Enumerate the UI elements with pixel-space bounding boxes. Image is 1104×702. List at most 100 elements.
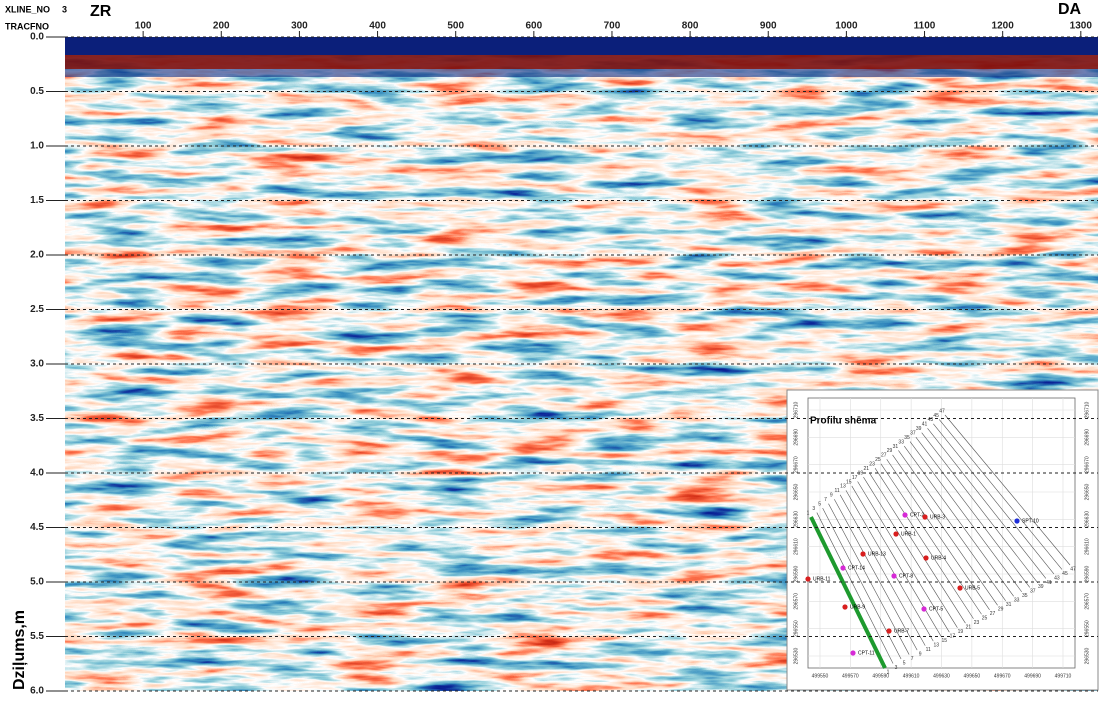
inset-y-label: 296690	[1084, 429, 1090, 446]
profile-number: 19	[958, 629, 964, 635]
survey-point-label: CPT-5	[929, 606, 943, 612]
inset-y-label: 296610	[793, 538, 799, 555]
survey-point-label: URB-3	[930, 514, 945, 520]
survey-point	[922, 514, 928, 520]
profile-line	[828, 503, 910, 655]
profile-number: 33	[898, 439, 904, 445]
profile-number: 47	[939, 408, 945, 414]
survey-point	[805, 576, 811, 582]
profile-line	[915, 436, 1031, 588]
profile-number: 9	[830, 493, 833, 499]
profile-number: 29	[998, 607, 1004, 613]
survey-point-label: CPT-14	[848, 565, 865, 571]
profile-line	[834, 499, 918, 651]
inset-x-label: 499590	[872, 673, 889, 679]
inset-x-label: 499670	[994, 673, 1011, 679]
profile-number: 37	[910, 431, 916, 437]
profile-line	[886, 459, 990, 610]
profile-line	[857, 481, 950, 633]
y-tick-label: 1.5	[30, 195, 44, 206]
profile-number: 27	[881, 453, 887, 459]
seismic-band	[65, 55, 1098, 69]
profile-number: 31	[893, 444, 899, 450]
profile-line	[903, 445, 1014, 597]
profile-number: 27	[990, 611, 996, 617]
x-tick-label: 900	[760, 21, 777, 32]
inset-y-label: 296690	[793, 429, 799, 446]
survey-point-label: CPT-8	[899, 573, 913, 579]
survey-point-label: SPT-10	[1022, 518, 1039, 524]
inset-y-label: 296570	[793, 593, 799, 610]
y-axis-title: Dziļums,m	[11, 610, 28, 690]
survey-point-label: URB-7	[894, 628, 909, 634]
inset-y-label: 296650	[1084, 483, 1090, 500]
profile-number: 1	[807, 510, 810, 516]
profile-number: 21	[863, 466, 869, 472]
x-tick-label: 1200	[992, 21, 1015, 32]
profile-number: 47	[1070, 566, 1076, 572]
profile-line	[927, 428, 1047, 579]
inset-title: Profilu shēma	[810, 416, 877, 427]
profile-line	[938, 419, 1063, 570]
profile-number: 33	[1014, 598, 1020, 604]
inset-y-label: 296650	[793, 483, 799, 500]
profile-line	[892, 454, 998, 606]
profile-number: 15	[846, 479, 852, 485]
profile-number: 41	[1046, 580, 1052, 586]
y-tick-label: 1.0	[30, 141, 44, 152]
xline-number: 3	[62, 4, 67, 14]
survey-point-label: URB-1	[901, 531, 916, 537]
x-tick-label: 400	[369, 21, 386, 32]
inset-y-label: 296570	[1084, 593, 1090, 610]
inset-y-label: 296590	[1084, 565, 1090, 582]
x-tick-label: 1100	[914, 21, 936, 32]
profile-number: 19	[858, 470, 864, 476]
left-label: ZR	[90, 3, 112, 20]
profile-number: 35	[1022, 593, 1028, 599]
profile-line	[874, 468, 974, 619]
inset-y-label: 296630	[1084, 511, 1090, 528]
profile-number: 43	[928, 417, 934, 423]
inset-y-label: 296710	[793, 401, 799, 418]
y-tick-label: 4.5	[30, 522, 44, 533]
profile-line	[863, 476, 958, 628]
profile-number: 17	[852, 475, 858, 481]
profile-number: 37	[1030, 589, 1036, 595]
profile-number: 17	[950, 634, 956, 640]
header-label: XLINE_NO	[5, 4, 50, 14]
profile-line	[909, 441, 1022, 593]
survey-point	[886, 628, 892, 634]
survey-point	[902, 512, 908, 518]
y-tick-label: 3.5	[30, 413, 44, 424]
x-tick-label: 300	[291, 21, 308, 32]
survey-point-label: URB-5	[965, 585, 980, 591]
profile-number: 13	[933, 642, 939, 648]
profile-line	[898, 450, 1006, 602]
y-tick-label: 4.0	[30, 468, 44, 479]
x-tick-label: 1000	[835, 21, 858, 32]
seismic-band	[65, 37, 1098, 55]
survey-point-label: CPT-2	[910, 512, 924, 518]
y-tick-label: 2.0	[30, 250, 44, 261]
survey-point-label: URB-4	[931, 555, 946, 561]
profile-line	[816, 512, 894, 664]
inset-y-label: 296710	[1084, 401, 1090, 418]
profile-line	[944, 414, 1071, 566]
inset-y-label: 296670	[1084, 456, 1090, 473]
y-tick-label: 2.5	[30, 304, 44, 315]
x-tick-label: 600	[525, 21, 542, 32]
inset-x-label: 499710	[1055, 673, 1072, 679]
profile-number: 25	[875, 457, 881, 463]
survey-point-label: URB-13	[868, 551, 886, 557]
profile-number: 41	[922, 422, 928, 428]
profile-number: 39	[916, 426, 922, 432]
inset-y-label: 296590	[793, 565, 799, 582]
profile-number: 11	[926, 647, 931, 653]
right-label: DA	[1058, 1, 1082, 18]
profile-number: 25	[982, 616, 988, 622]
profile-line	[839, 494, 926, 646]
profile-number: 35	[904, 435, 910, 441]
x-tick-label: 700	[604, 21, 621, 32]
x-tick-label: 100	[135, 21, 152, 32]
y-tick-label: 3.0	[30, 359, 44, 370]
